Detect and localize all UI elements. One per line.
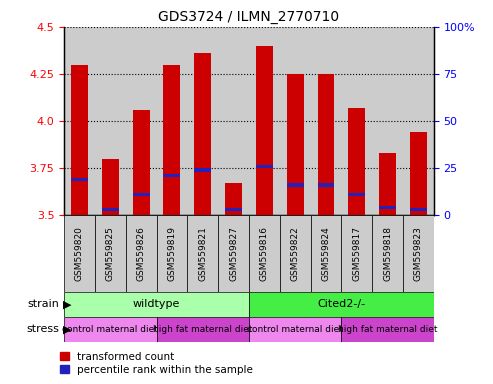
Text: control maternal diet: control maternal diet	[63, 325, 158, 334]
Bar	[102, 159, 119, 215]
Text: ▶: ▶	[63, 299, 71, 310]
Bar	[218, 215, 249, 292]
Bar	[372, 27, 403, 215]
Bar	[218, 27, 249, 215]
Text: GSM559824: GSM559824	[321, 226, 330, 281]
Bar	[164, 174, 180, 177]
Bar	[287, 184, 304, 187]
Bar	[64, 317, 157, 342]
Bar	[249, 215, 280, 292]
Bar	[187, 27, 218, 215]
Bar	[64, 292, 249, 317]
Text: high fat maternal diet: high fat maternal diet	[338, 325, 437, 334]
Text: GSM559822: GSM559822	[291, 226, 300, 281]
Bar	[133, 193, 149, 196]
Bar	[311, 215, 341, 292]
Text: ▶: ▶	[63, 324, 71, 334]
Bar	[194, 53, 211, 215]
Bar	[256, 46, 273, 215]
Bar	[403, 27, 434, 215]
Bar	[280, 215, 311, 292]
Bar	[349, 108, 365, 215]
Bar	[280, 27, 311, 215]
Bar	[249, 317, 341, 342]
Bar	[287, 74, 304, 215]
Bar	[403, 215, 434, 292]
Bar	[249, 292, 434, 317]
Text: GSM559818: GSM559818	[383, 226, 392, 281]
Bar	[341, 317, 434, 342]
Text: GSM559816: GSM559816	[260, 226, 269, 281]
Legend: transformed count, percentile rank within the sample: transformed count, percentile rank withi…	[60, 351, 254, 376]
Bar	[410, 132, 427, 215]
Bar	[157, 215, 187, 292]
Bar	[126, 27, 157, 215]
Text: GSM559819: GSM559819	[168, 226, 176, 281]
Bar	[249, 27, 280, 215]
Text: GSM559821: GSM559821	[198, 226, 207, 281]
Bar	[256, 165, 273, 168]
Bar	[95, 27, 126, 215]
Title: GDS3724 / ILMN_2770710: GDS3724 / ILMN_2770710	[158, 10, 340, 25]
Text: strain: strain	[27, 299, 59, 310]
Bar	[157, 27, 187, 215]
Text: GSM559827: GSM559827	[229, 226, 238, 281]
Bar	[64, 215, 95, 292]
Text: GSM559817: GSM559817	[352, 226, 361, 281]
Bar	[133, 110, 149, 215]
Bar	[102, 208, 119, 211]
Text: Cited2-/-: Cited2-/-	[317, 299, 365, 310]
Bar	[187, 215, 218, 292]
Text: high fat maternal diet: high fat maternal diet	[153, 325, 252, 334]
Bar	[194, 168, 211, 172]
Bar	[225, 208, 242, 211]
Text: stress: stress	[26, 324, 59, 334]
Bar	[317, 184, 334, 187]
Text: control maternal diet: control maternal diet	[247, 325, 343, 334]
Text: wildtype: wildtype	[133, 299, 180, 310]
Text: GSM559820: GSM559820	[75, 226, 84, 281]
Bar	[64, 27, 95, 215]
Text: GSM559825: GSM559825	[106, 226, 115, 281]
Bar	[341, 27, 372, 215]
Bar	[379, 153, 396, 215]
Bar	[372, 215, 403, 292]
Bar	[379, 206, 396, 209]
Bar	[410, 208, 427, 211]
Bar	[71, 65, 88, 215]
Bar	[126, 215, 157, 292]
Text: GSM559823: GSM559823	[414, 226, 423, 281]
Bar	[71, 178, 88, 181]
Bar	[349, 193, 365, 196]
Bar	[157, 317, 249, 342]
Bar	[341, 215, 372, 292]
Text: GSM559826: GSM559826	[137, 226, 145, 281]
Bar	[311, 27, 341, 215]
Bar	[317, 74, 334, 215]
Bar	[95, 215, 126, 292]
Bar	[225, 183, 242, 215]
Bar	[164, 65, 180, 215]
